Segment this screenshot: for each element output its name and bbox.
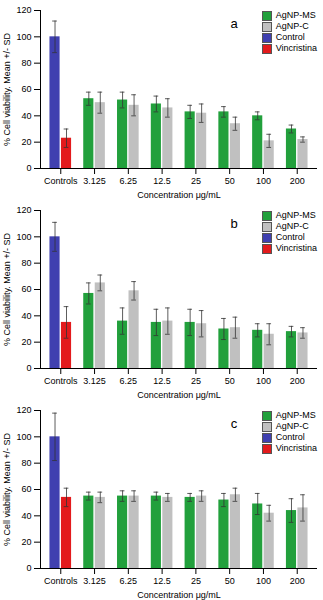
svg-text:25: 25	[191, 176, 201, 186]
html-text:AgNP-C: AgNP-C	[275, 21, 309, 31]
html-text:Control: Control	[275, 432, 305, 442]
svg-text:a: a	[230, 16, 238, 31]
html-text:Control: Control	[275, 32, 305, 42]
svg-text:3.125: 3.125	[83, 176, 106, 186]
svg-text:3.125: 3.125	[83, 576, 106, 586]
svg-text:80: 80	[21, 58, 31, 68]
svg-text:100: 100	[16, 232, 31, 242]
svg-text:12.5: 12.5	[153, 176, 171, 186]
svg-text:100: 100	[16, 432, 31, 442]
svg-text:200: 200	[290, 376, 305, 386]
svg-text:Controls: Controls	[44, 376, 78, 386]
svg-text:80: 80	[21, 458, 31, 468]
html-text:AgNP-C: AgNP-C	[275, 421, 309, 431]
svg-text:% Cell viability. Mean +/- SD: % Cell viability. Mean +/- SD	[2, 232, 12, 346]
svg-text:100: 100	[256, 376, 271, 386]
svg-text:c: c	[231, 416, 238, 431]
svg-text:12.5: 12.5	[153, 376, 171, 386]
html-text:Vincristina: Vincristina	[275, 243, 317, 253]
svg-text:40: 40	[21, 111, 31, 121]
html-text:AgNP-MS: AgNP-MS	[275, 210, 316, 220]
svg-text:200: 200	[290, 176, 305, 186]
svg-text:Concentration μg/mL: Concentration μg/mL	[137, 390, 221, 400]
svg-text:20: 20	[21, 537, 31, 547]
svg-text:% Cell viability. Mean +/- SD: % Cell viability. Mean +/- SD	[2, 32, 12, 146]
svg-text:0: 0	[26, 563, 31, 573]
svg-text:100: 100	[256, 576, 271, 586]
svg-text:50: 50	[225, 176, 235, 186]
svg-text:Controls: Controls	[44, 576, 78, 586]
svg-text:25: 25	[191, 376, 201, 386]
svg-text:0: 0	[26, 163, 31, 173]
svg-text:200: 200	[290, 576, 305, 586]
svg-text:50: 50	[225, 576, 235, 586]
html-text:AgNP-MS: AgNP-MS	[275, 410, 316, 420]
svg-text:50: 50	[225, 376, 235, 386]
svg-text:25: 25	[191, 576, 201, 586]
svg-text:60: 60	[21, 84, 31, 94]
svg-text:6.25: 6.25	[120, 576, 138, 586]
svg-text:120: 120	[16, 5, 31, 15]
svg-text:60: 60	[21, 484, 31, 494]
svg-text:60: 60	[21, 284, 31, 294]
svg-text:6.25: 6.25	[120, 176, 138, 186]
svg-text:20: 20	[21, 337, 31, 347]
html-text:Vincristina: Vincristina	[275, 43, 317, 53]
svg-text:40: 40	[21, 311, 31, 321]
svg-text:Concentration μg/mL: Concentration μg/mL	[137, 590, 221, 600]
html-text:Vincristina: Vincristina	[275, 443, 317, 453]
svg-text:12.5: 12.5	[153, 576, 171, 586]
svg-text:120: 120	[16, 405, 31, 415]
html-text:AgNP-C: AgNP-C	[275, 221, 309, 231]
svg-text:Concentration μg/mL: Concentration μg/mL	[137, 190, 221, 200]
html-text:Control: Control	[275, 232, 305, 242]
svg-text:80: 80	[21, 258, 31, 268]
svg-text:3.125: 3.125	[83, 376, 106, 386]
svg-text:0: 0	[26, 363, 31, 373]
svg-text:120: 120	[16, 205, 31, 215]
svg-text:Controls: Controls	[44, 176, 78, 186]
svg-text:100: 100	[256, 176, 271, 186]
html-text:AgNP-MS: AgNP-MS	[275, 10, 316, 20]
svg-text:20: 20	[21, 137, 31, 147]
svg-text:40: 40	[21, 511, 31, 521]
svg-text:% Cell viability. Mean +/- SD: % Cell viability. Mean +/- SD	[2, 432, 12, 546]
svg-text:100: 100	[16, 32, 31, 42]
svg-text:b: b	[230, 216, 237, 231]
svg-text:6.25: 6.25	[120, 376, 138, 386]
